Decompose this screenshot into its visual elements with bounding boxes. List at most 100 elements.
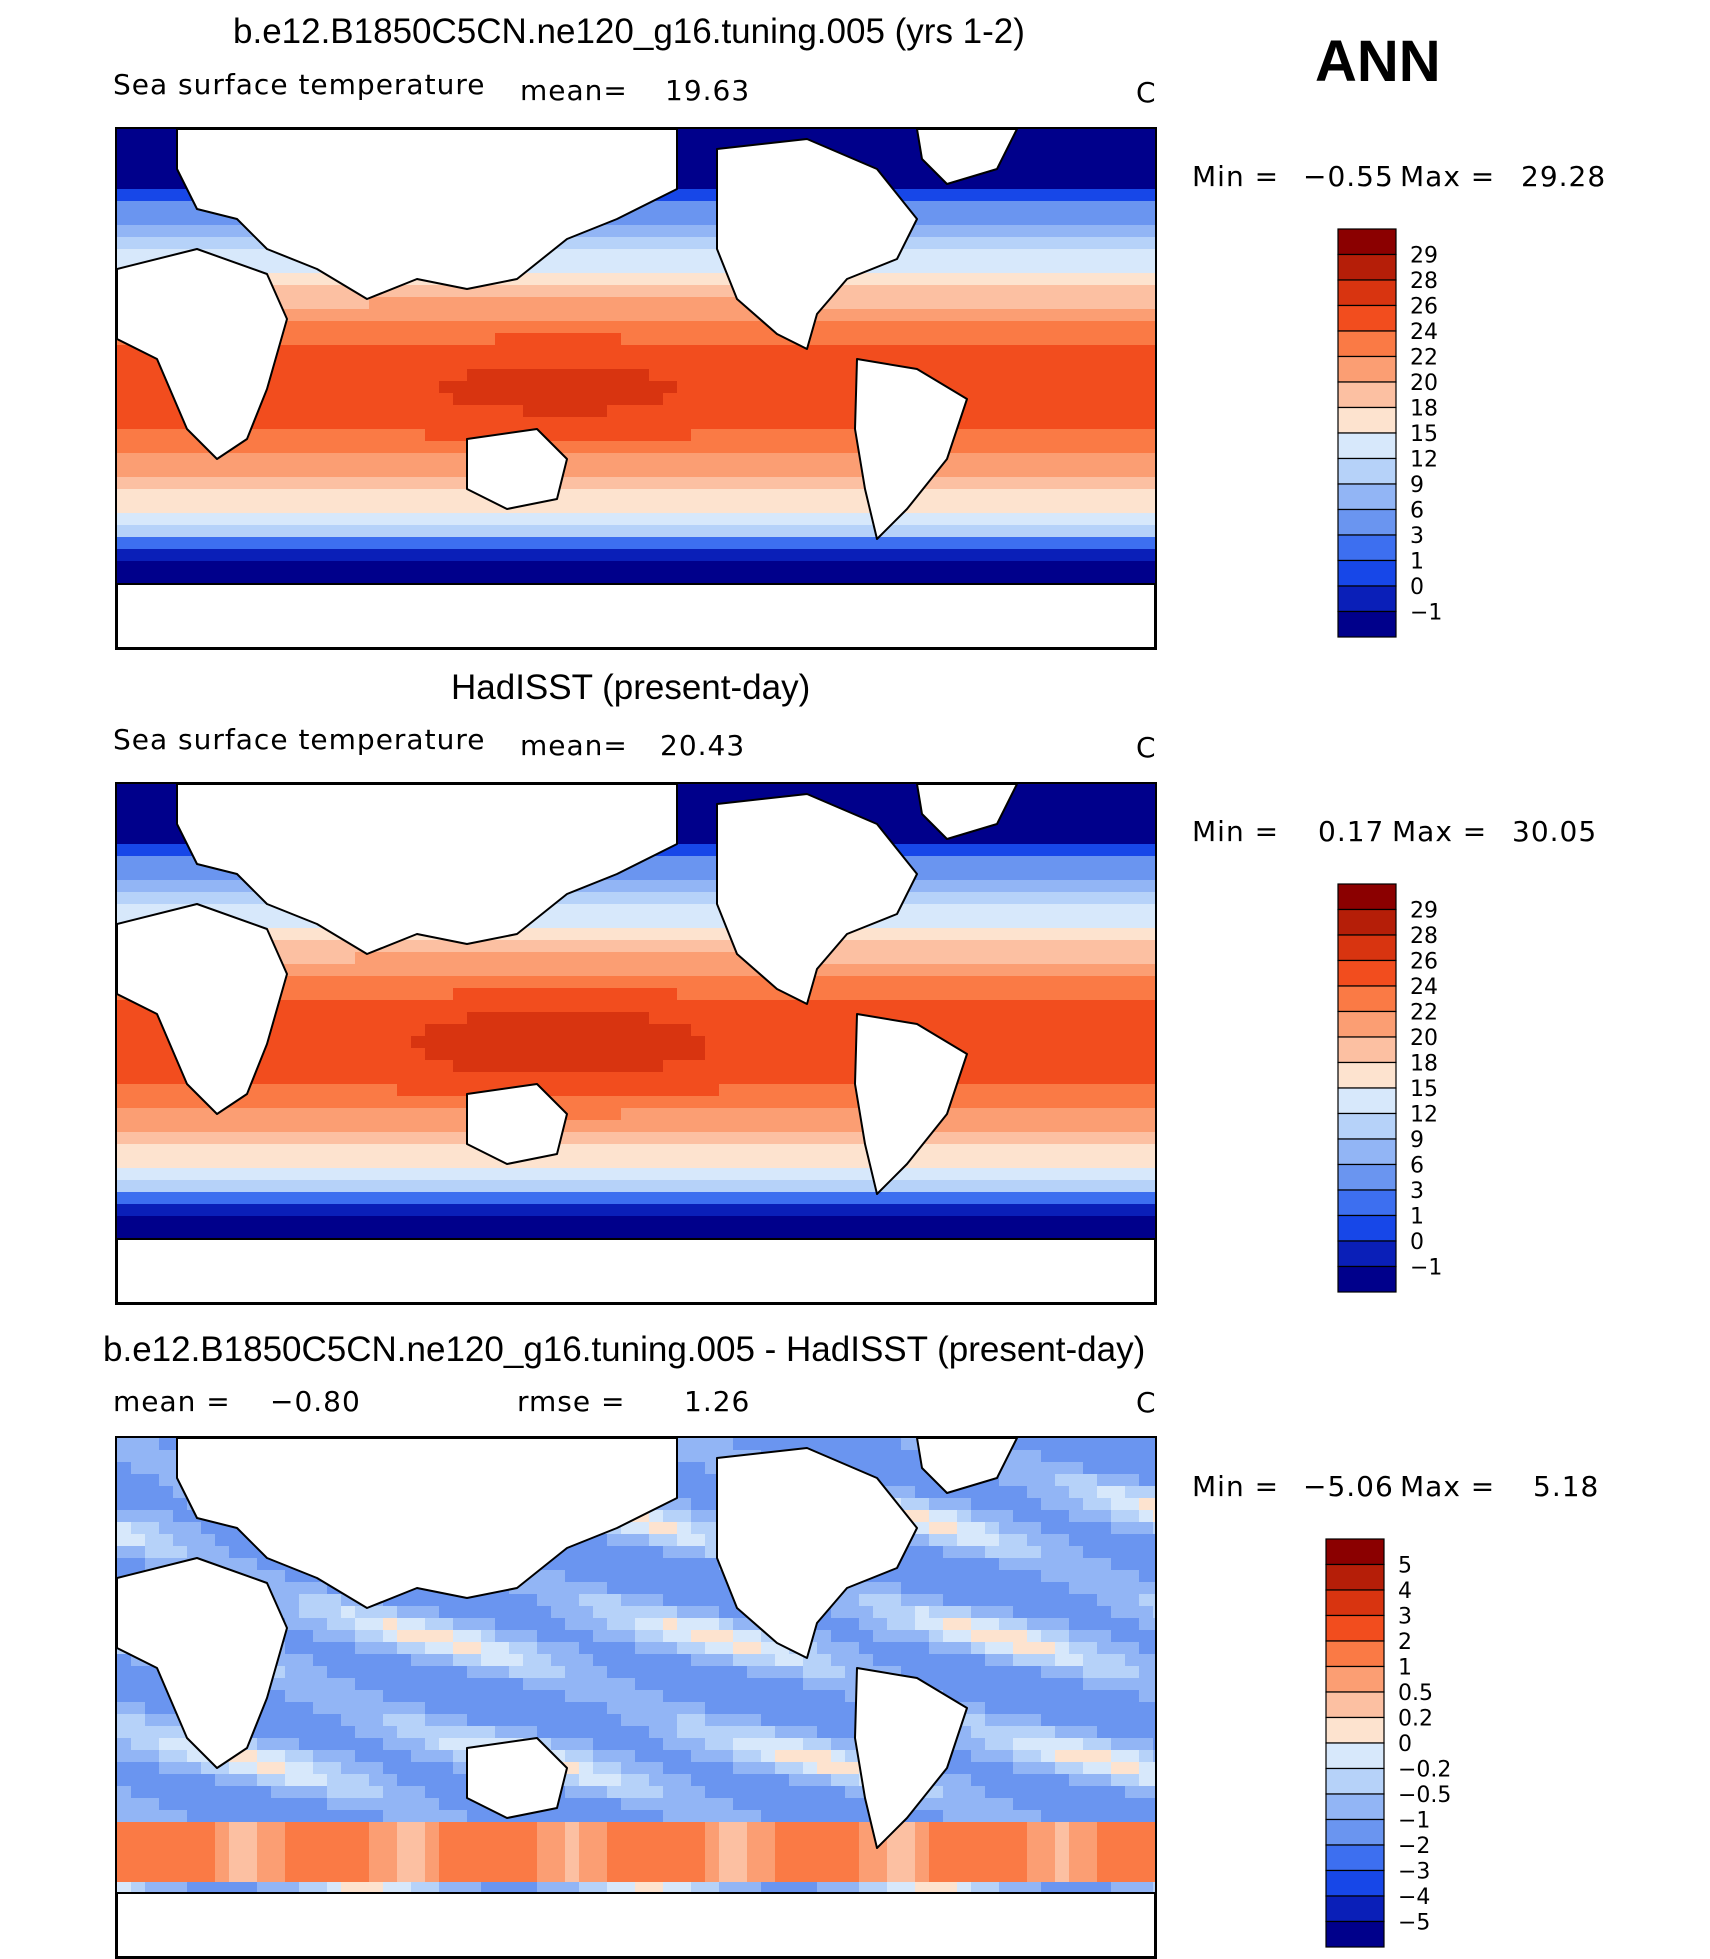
sst-cell (705, 429, 720, 442)
sst-cell (817, 345, 832, 358)
sst-cell (467, 537, 482, 550)
sst-cell (677, 381, 692, 394)
sst-cell (1125, 465, 1140, 478)
sst-cell (649, 976, 664, 989)
sst-cell (1027, 405, 1042, 418)
sst-cell (355, 477, 370, 490)
sst-cell (1097, 796, 1112, 809)
sst-cell (1125, 285, 1140, 298)
sst-cell (789, 525, 804, 538)
sst-cell (887, 537, 902, 550)
sst-cell (1013, 393, 1028, 406)
sst-cell (943, 237, 958, 250)
sst-cell (495, 285, 510, 298)
sst-cell (999, 189, 1014, 202)
sst-cell (1153, 784, 1155, 797)
sst-cell (495, 537, 510, 550)
sst-cell (999, 345, 1014, 358)
sst-cell (495, 357, 510, 370)
sst-cell (1111, 141, 1126, 154)
sst-cell (1083, 225, 1098, 238)
sst-cell (1013, 261, 1028, 274)
sst-cell (299, 513, 314, 526)
sst-cell (201, 868, 216, 881)
sst-cell (859, 537, 874, 550)
sst-cell (369, 381, 384, 394)
sst-cell (789, 369, 804, 382)
sst-cell (957, 513, 972, 526)
sst-cell (677, 201, 692, 214)
sst-cell (1013, 201, 1028, 214)
sst-cell (761, 561, 776, 574)
sst-cell (845, 129, 860, 142)
sst-cell (1097, 784, 1112, 797)
sst-cell (299, 1000, 314, 1013)
sst-cell (677, 249, 692, 262)
sst-cell (271, 573, 286, 586)
sst-cell (411, 549, 426, 562)
sst-cell (579, 988, 594, 1001)
sst-cell (117, 1000, 132, 1013)
sst-cell (873, 345, 888, 358)
sst-cell (1083, 832, 1098, 845)
sst-cell (1139, 892, 1154, 905)
sst-cell (915, 537, 930, 550)
sst-cell (1069, 213, 1084, 226)
sst-cell (971, 1000, 986, 1013)
sst-cell (915, 928, 930, 941)
sst-cell (1097, 856, 1112, 869)
sst-cell (1111, 273, 1126, 286)
sst-cell (145, 1012, 160, 1025)
sst-cell (1069, 333, 1084, 346)
sst-cell (369, 441, 384, 454)
sst-cell (411, 345, 426, 358)
sst-cell (971, 321, 986, 334)
sst-cell (1013, 573, 1028, 586)
sst-cell (1055, 261, 1070, 274)
sst-cell (677, 1036, 692, 1049)
sst-cell (229, 249, 244, 262)
sst-cell (901, 333, 916, 346)
sst-cell (831, 309, 846, 322)
sst-cell (201, 549, 216, 562)
sst-cell (985, 441, 1000, 454)
sst-cell (1013, 213, 1028, 226)
sst-cell (999, 537, 1014, 550)
sst-cell (579, 1000, 594, 1013)
sst-cell (719, 513, 734, 526)
sst-cell (803, 453, 818, 466)
season-label: ANN (1315, 29, 1441, 94)
sst-cell (397, 357, 412, 370)
sst-cell (579, 405, 594, 418)
sst-cell (621, 453, 636, 466)
sst-cell (425, 405, 440, 418)
sst-cell (537, 261, 552, 274)
sst-cell (1069, 784, 1084, 797)
sst-cell (719, 940, 734, 953)
sst-cell (705, 952, 720, 965)
sst-cell (299, 357, 314, 370)
sst-cell (1139, 201, 1154, 214)
sst-cell (1083, 357, 1098, 370)
sst-cell (691, 297, 706, 310)
sst-cell (1139, 393, 1154, 406)
sst-cell (523, 988, 538, 1001)
sst-cell (117, 868, 132, 881)
sst-cell (243, 573, 258, 586)
sst-cell (201, 513, 216, 526)
sst-cell (831, 1036, 846, 1049)
panel-2-units: C (1136, 731, 1157, 764)
sst-cell (565, 573, 580, 586)
sst-cell (1125, 237, 1140, 250)
sst-cell (929, 525, 944, 538)
sst-cell (1055, 213, 1070, 226)
sst-cell (985, 381, 1000, 394)
sst-cell (789, 381, 804, 394)
sst-cell (159, 165, 174, 178)
sst-cell (733, 345, 748, 358)
sst-cell (999, 309, 1014, 322)
sst-cell (999, 429, 1014, 442)
sst-cell (621, 429, 636, 442)
sst-cell (985, 844, 1000, 857)
sst-cell (635, 940, 650, 953)
